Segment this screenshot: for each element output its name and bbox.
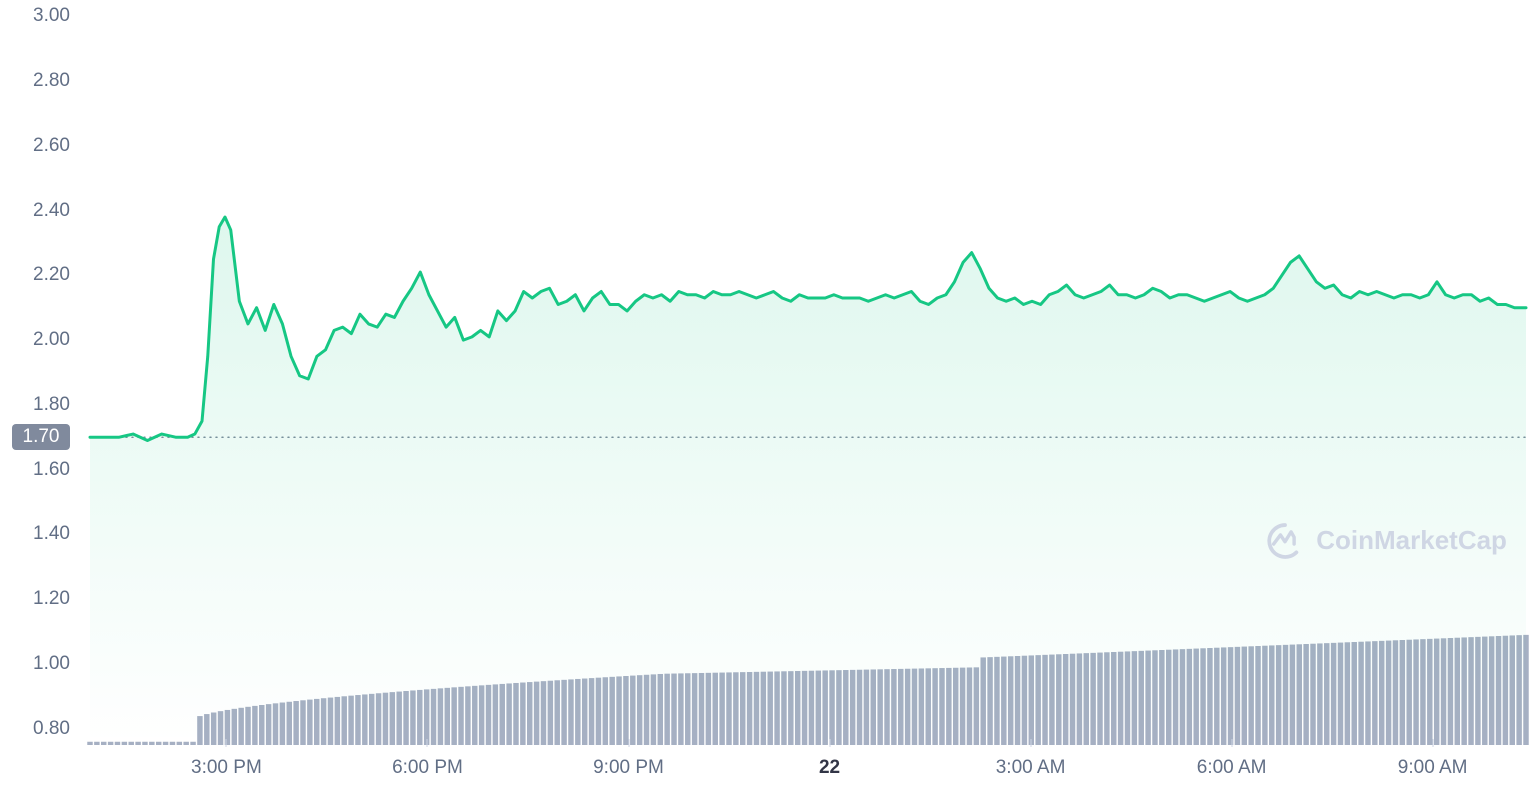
x-tick-label: 6:00 PM xyxy=(392,757,463,779)
y-tick-label: 1.00 xyxy=(33,653,70,675)
y-tick-label: 3.00 xyxy=(33,5,70,27)
x-tick-label: 9:00 AM xyxy=(1398,757,1468,779)
y-tick-label: 2.00 xyxy=(33,329,70,351)
x-axis: 3:00 PM 6:00 PM 9:00 PM 22 3:00 AM 6:00 AM 9:0… xyxy=(90,745,1526,800)
x-tick-label: 3:00 PM xyxy=(191,757,262,779)
x-tick-label: 3:00 AM xyxy=(996,757,1066,779)
y-tick-label: 2.20 xyxy=(33,264,70,286)
x-tick-label: 6:00 AM xyxy=(1197,757,1267,779)
y-axis: 3.00 2.80 2.60 2.40 2.20 2.00 1.80 1.60 1.40 1.20… xyxy=(0,0,90,745)
y-tick-label: 1.80 xyxy=(33,394,70,416)
y-tick-label: 1.20 xyxy=(33,588,70,610)
price-chart[interactable]: 3.00 2.80 2.60 2.40 2.20 2.00 1.80 1.60 1.40 1.20… xyxy=(0,0,1536,800)
y-tick-label: 2.80 xyxy=(33,70,70,92)
y-tick-label: 2.40 xyxy=(33,200,70,222)
price-area-fill xyxy=(90,217,1526,745)
reference-price-badge: 1.70 xyxy=(12,424,70,450)
chart-svg xyxy=(90,0,1526,745)
y-tick-label: 0.80 xyxy=(33,718,70,740)
y-tick-label: 2.60 xyxy=(33,135,70,157)
plot-area[interactable]: CoinMarketCap xyxy=(90,0,1526,745)
x-tick-label: 9:00 PM xyxy=(593,757,664,779)
x-tick-label: 22 xyxy=(819,757,840,779)
y-tick-label: 1.60 xyxy=(33,459,70,481)
y-tick-label: 1.40 xyxy=(33,523,70,545)
